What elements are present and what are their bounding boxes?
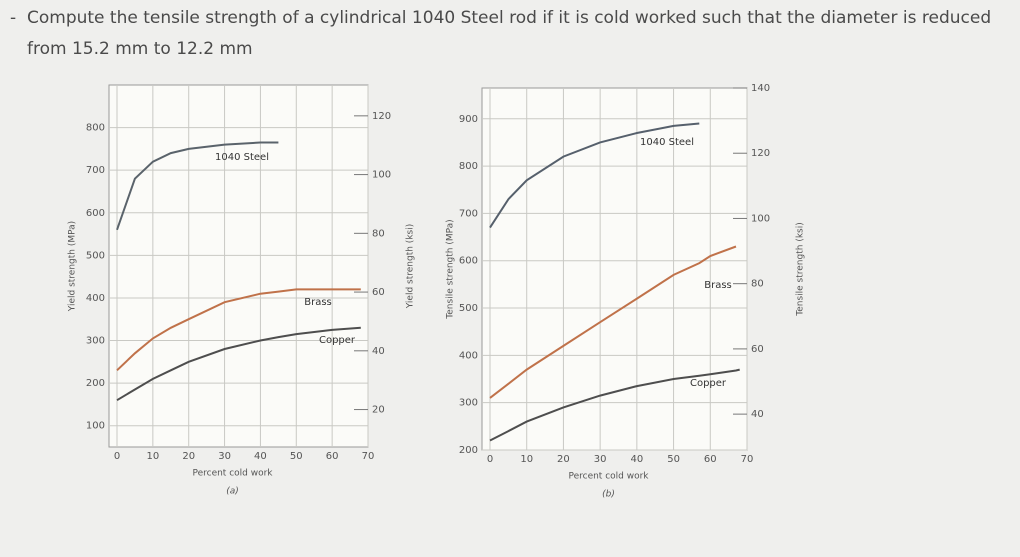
bullet: -	[10, 8, 16, 28]
x-axis-title: Percent cold work	[568, 472, 649, 482]
x-tick-label: 0	[114, 451, 120, 462]
x-tick-label: 10	[146, 451, 159, 462]
x-tick-label: 50	[290, 451, 303, 462]
x-tick-label: 40	[630, 454, 643, 465]
question-line: from 15.2 mm to 12.2 mm	[27, 39, 253, 59]
y2-tick-label: 100	[751, 213, 770, 224]
plot-area	[481, 87, 748, 451]
series-line	[489, 368, 740, 442]
series-label: Brass	[304, 297, 332, 308]
x-tick-label: 70	[362, 451, 375, 462]
y2-axis-title: Tensile strength (ksi)	[796, 222, 806, 317]
y-tick-label: 400	[459, 350, 478, 361]
x-tick-label: 10	[520, 454, 533, 465]
y2-tick-label: 60	[372, 287, 385, 298]
series-label: 1040 Steel	[215, 152, 269, 163]
series-line	[116, 326, 361, 402]
x-tick-label: 30	[594, 454, 607, 465]
series-line	[489, 122, 700, 229]
x-axis-title: Percent cold work	[192, 469, 273, 479]
x-tick-label: 20	[557, 454, 570, 465]
x-tick-label: 70	[741, 454, 754, 465]
series-label: Copper	[319, 335, 356, 346]
caption: (a)	[226, 487, 239, 497]
x-tick-label: 0	[487, 454, 493, 465]
y-tick-label: 200	[86, 378, 105, 389]
y2-tick-label: 140	[751, 83, 770, 94]
y2-tick-label: 120	[751, 148, 770, 159]
y-axis-title: Tensile strength (MPa)	[446, 219, 456, 319]
y2-tick-label: 100	[372, 170, 391, 181]
y2-tick-label: 80	[372, 228, 385, 239]
x-tick-label: 60	[704, 454, 717, 465]
y2-tick-label: 120	[372, 111, 391, 122]
question-line: Compute the tensile strength of a cylind…	[27, 8, 991, 28]
series-label: Copper	[690, 378, 727, 389]
y2-axis-title: Yield strength (ksi)	[406, 224, 416, 309]
y-tick-label: 200	[459, 445, 478, 456]
y-tick-label: 700	[459, 208, 478, 219]
y-tick-label: 500	[459, 303, 478, 314]
x-tick-label: 30	[218, 451, 231, 462]
x-tick-label: 60	[326, 451, 339, 462]
series-label: 1040 Steel	[640, 137, 694, 148]
y2-tick-label: 80	[751, 279, 764, 290]
series-line	[116, 288, 361, 372]
y-tick-label: 800	[86, 123, 105, 134]
y-tick-label: 800	[459, 161, 478, 172]
y-tick-label: 500	[86, 250, 105, 261]
y-tick-label: 300	[86, 336, 105, 347]
caption: (b)	[602, 490, 615, 500]
y-tick-label: 600	[86, 208, 105, 219]
y-tick-label: 700	[86, 165, 105, 176]
y2-tick-label: 40	[751, 409, 764, 420]
series-line	[116, 141, 279, 231]
y2-tick-label: 40	[372, 346, 385, 357]
x-tick-label: 20	[182, 451, 195, 462]
y-tick-label: 300	[459, 398, 478, 409]
y2-tick-label: 60	[751, 344, 764, 355]
x-tick-label: 50	[667, 454, 680, 465]
y-tick-label: 400	[86, 293, 105, 304]
series-line	[489, 245, 737, 399]
series-label: Brass	[704, 280, 732, 291]
y2-tick-label: 20	[372, 405, 385, 416]
plot-area	[108, 84, 369, 448]
y-tick-label: 600	[459, 256, 478, 267]
y-axis-title: Yield strength (MPa)	[68, 221, 78, 312]
x-tick-label: 40	[254, 451, 267, 462]
y-tick-label: 900	[459, 114, 478, 125]
y-tick-label: 100	[86, 421, 105, 432]
